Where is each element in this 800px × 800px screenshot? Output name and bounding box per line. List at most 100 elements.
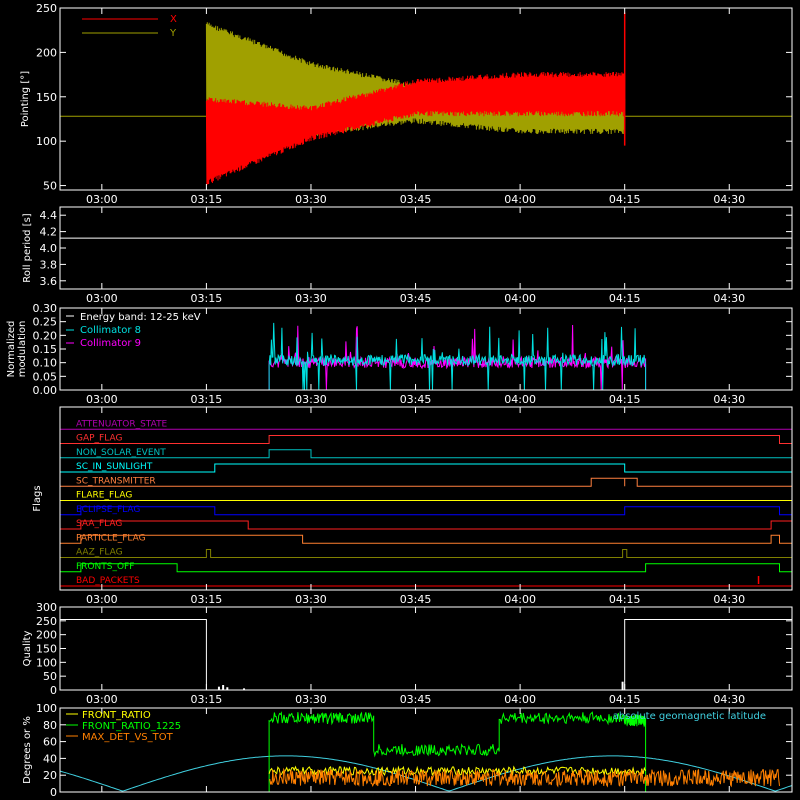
- modulation-y-tick-label: 0.25: [33, 316, 58, 329]
- pointing-y-tick-label: 150: [36, 91, 57, 104]
- modulation-y-tick-label: 0.05: [33, 370, 58, 383]
- legend-front-ratio-1225-label: FRONT_RATIO_1225: [82, 721, 181, 732]
- modulation-y-tick-label: 0.15: [33, 343, 58, 356]
- flag-line-sc-in-sunlight: [60, 463, 792, 473]
- pointing-y-tick-label: 100: [36, 135, 57, 148]
- flags-time-tick-label: 03:45: [400, 593, 432, 606]
- flag-label-sc-in-sunlight: SC_IN_SUNLIGHT: [76, 462, 153, 472]
- flag-label-aaz-flag: AAZ_FLAG: [76, 548, 123, 558]
- modulation-series-collimator-8: [60, 322, 792, 391]
- quality-time-tick-label: 03:45: [400, 693, 432, 706]
- roll-time-tick-label: 03:15: [191, 292, 223, 305]
- legend-max-det-label: MAX_DET_VS_TOT: [82, 732, 174, 743]
- roll-y-tick-label: 4.0: [40, 242, 58, 255]
- flag-label-bad-packets: BAD_PACKETS: [76, 576, 140, 586]
- pointing-time-tick-label: 03:15: [191, 193, 223, 206]
- modulation-time-tick-label: 04:30: [713, 393, 745, 406]
- flags-time-tick-label: 04:15: [609, 593, 641, 606]
- pointing-time-tick-label: 04:15: [609, 193, 641, 206]
- pointing-y-title: Pointing [°]: [20, 71, 31, 127]
- quality-y-tick-label: 50: [43, 670, 57, 683]
- flag-line-gap-flag: [60, 435, 792, 444]
- quality-time-tick-label: 04:00: [504, 693, 536, 706]
- flag-label-sc-transmitter: SC_TRANSMITTER: [76, 476, 156, 486]
- pointing-time-tick-label: 04:30: [713, 193, 745, 206]
- roll-y-tick-label: 4.4: [40, 209, 58, 222]
- pointing-series-x: [205, 71, 626, 186]
- flag-line-saa-flag: [60, 520, 793, 530]
- quality-y-tick-label: 200: [36, 629, 57, 642]
- roll-time-tick-label: 03:30: [295, 292, 327, 305]
- flag-label-fronts-off: FRONTS_OFF: [76, 562, 134, 572]
- flag-label-particle-flag: PARTICLE_FLAG: [76, 533, 146, 543]
- roll-time-tick-label: 04:30: [713, 292, 745, 305]
- ratios-y-tick-label: 100: [36, 702, 57, 715]
- pointing-panel-frame: [59, 7, 793, 191]
- flag-label-eclipse-flag: ECLIPSE_FLAG: [76, 505, 140, 515]
- flag-line-sc-transmitter: [60, 477, 792, 487]
- flag-line-non-solar-event: [60, 449, 792, 459]
- pointing-time-tick-label: 03:30: [295, 193, 327, 206]
- modulation-time-tick-label: 04:00: [504, 393, 536, 406]
- legend-y-label: Y: [169, 28, 177, 39]
- ratios-series-max-det-vs-tot: [269, 767, 780, 788]
- legend-front-ratio-label: FRONT_RATIO: [82, 710, 151, 721]
- roll-panel-frame: [59, 206, 793, 290]
- flags-time-tick-label: 03:00: [86, 593, 118, 606]
- modulation-time-tick-label: 03:30: [295, 393, 327, 406]
- flags-time-tick-label: 03:30: [295, 593, 327, 606]
- quality-time-tick-label: 03:15: [191, 693, 223, 706]
- flag-line-eclipse-flag: [60, 506, 792, 516]
- flag-label-saa-flag: SAA_FLAG: [76, 519, 122, 529]
- modulation-time-tick-label: 03:45: [400, 393, 432, 406]
- flag-line-particle-flag: [60, 534, 792, 544]
- modulation-y-title-1: Normalized: [6, 321, 17, 378]
- roll-time-tick-label: 03:45: [400, 292, 432, 305]
- quality-time-tick-label: 03:00: [86, 693, 118, 706]
- modulation-y-tick-label: 0.20: [33, 329, 58, 342]
- legend-geomag-label: absolute geomagnetic latitude: [613, 711, 766, 722]
- pointing-time-tick-label: 03:00: [86, 193, 118, 206]
- quality-y-tick-label: 0: [50, 684, 57, 697]
- flag-line-aaz-flag: [60, 549, 792, 558]
- pointing-time-tick-label: 03:45: [400, 193, 432, 206]
- modulation-y-tick-label: 0.00: [33, 384, 58, 397]
- pointing-y-tick-label: 200: [36, 46, 57, 59]
- ratios-panel-frame: [59, 707, 793, 793]
- flag-label-attenuator-state: ATTENUATOR_STATE: [76, 419, 168, 429]
- pointing-time-tick-label: 04:00: [504, 193, 536, 206]
- flags-time-tick-label: 03:15: [191, 593, 223, 606]
- roll-time-tick-label: 04:15: [609, 292, 641, 305]
- ratios-y-title: Degrees or %: [22, 716, 33, 784]
- flag-label-gap-flag: GAP_FLAG: [76, 434, 122, 444]
- modulation-y-tick-label: 0.10: [33, 357, 58, 370]
- quality-y-tick-label: 250: [36, 615, 57, 628]
- flags-panel-frame: [59, 406, 793, 591]
- roll-y-tick-label: 3.8: [40, 258, 58, 271]
- ratios-y-tick-label: 60: [43, 736, 57, 749]
- pointing-y-tick-label: 50: [43, 180, 57, 193]
- flag-label-non-solar-event: NON_SOLAR_EVENT: [76, 448, 166, 458]
- flags-y-title: Flags: [32, 485, 43, 511]
- quality-y-tick-label: 100: [36, 656, 57, 669]
- legend-collimator8-label: Collimator 8: [80, 325, 141, 336]
- quality-time-tick-label: 04:30: [713, 693, 745, 706]
- flag-label-flare-flag: FLARE_FLAG: [76, 491, 132, 501]
- flags-time-tick-label: 04:00: [504, 593, 536, 606]
- quality-series: [60, 618, 792, 691]
- pointing-y-tick-label: 250: [36, 2, 57, 15]
- ratios-series-geomag: [59, 755, 793, 792]
- quality-y-tick-label: 150: [36, 643, 57, 656]
- roll-y-tick-label: 4.2: [40, 226, 58, 239]
- modulation-time-tick-label: 04:15: [609, 393, 641, 406]
- quality-time-tick-label: 04:15: [609, 693, 641, 706]
- ratios-y-tick-label: 20: [43, 769, 57, 782]
- quality-panel-frame: [59, 606, 793, 691]
- modulation-time-tick-label: 03:00: [86, 393, 118, 406]
- quality-time-tick-label: 03:30: [295, 693, 327, 706]
- flags-time-tick-label: 04:30: [713, 593, 745, 606]
- roll-y-title: Roll period [s]: [22, 213, 33, 282]
- roll-y-tick-label: 3.6: [40, 275, 58, 288]
